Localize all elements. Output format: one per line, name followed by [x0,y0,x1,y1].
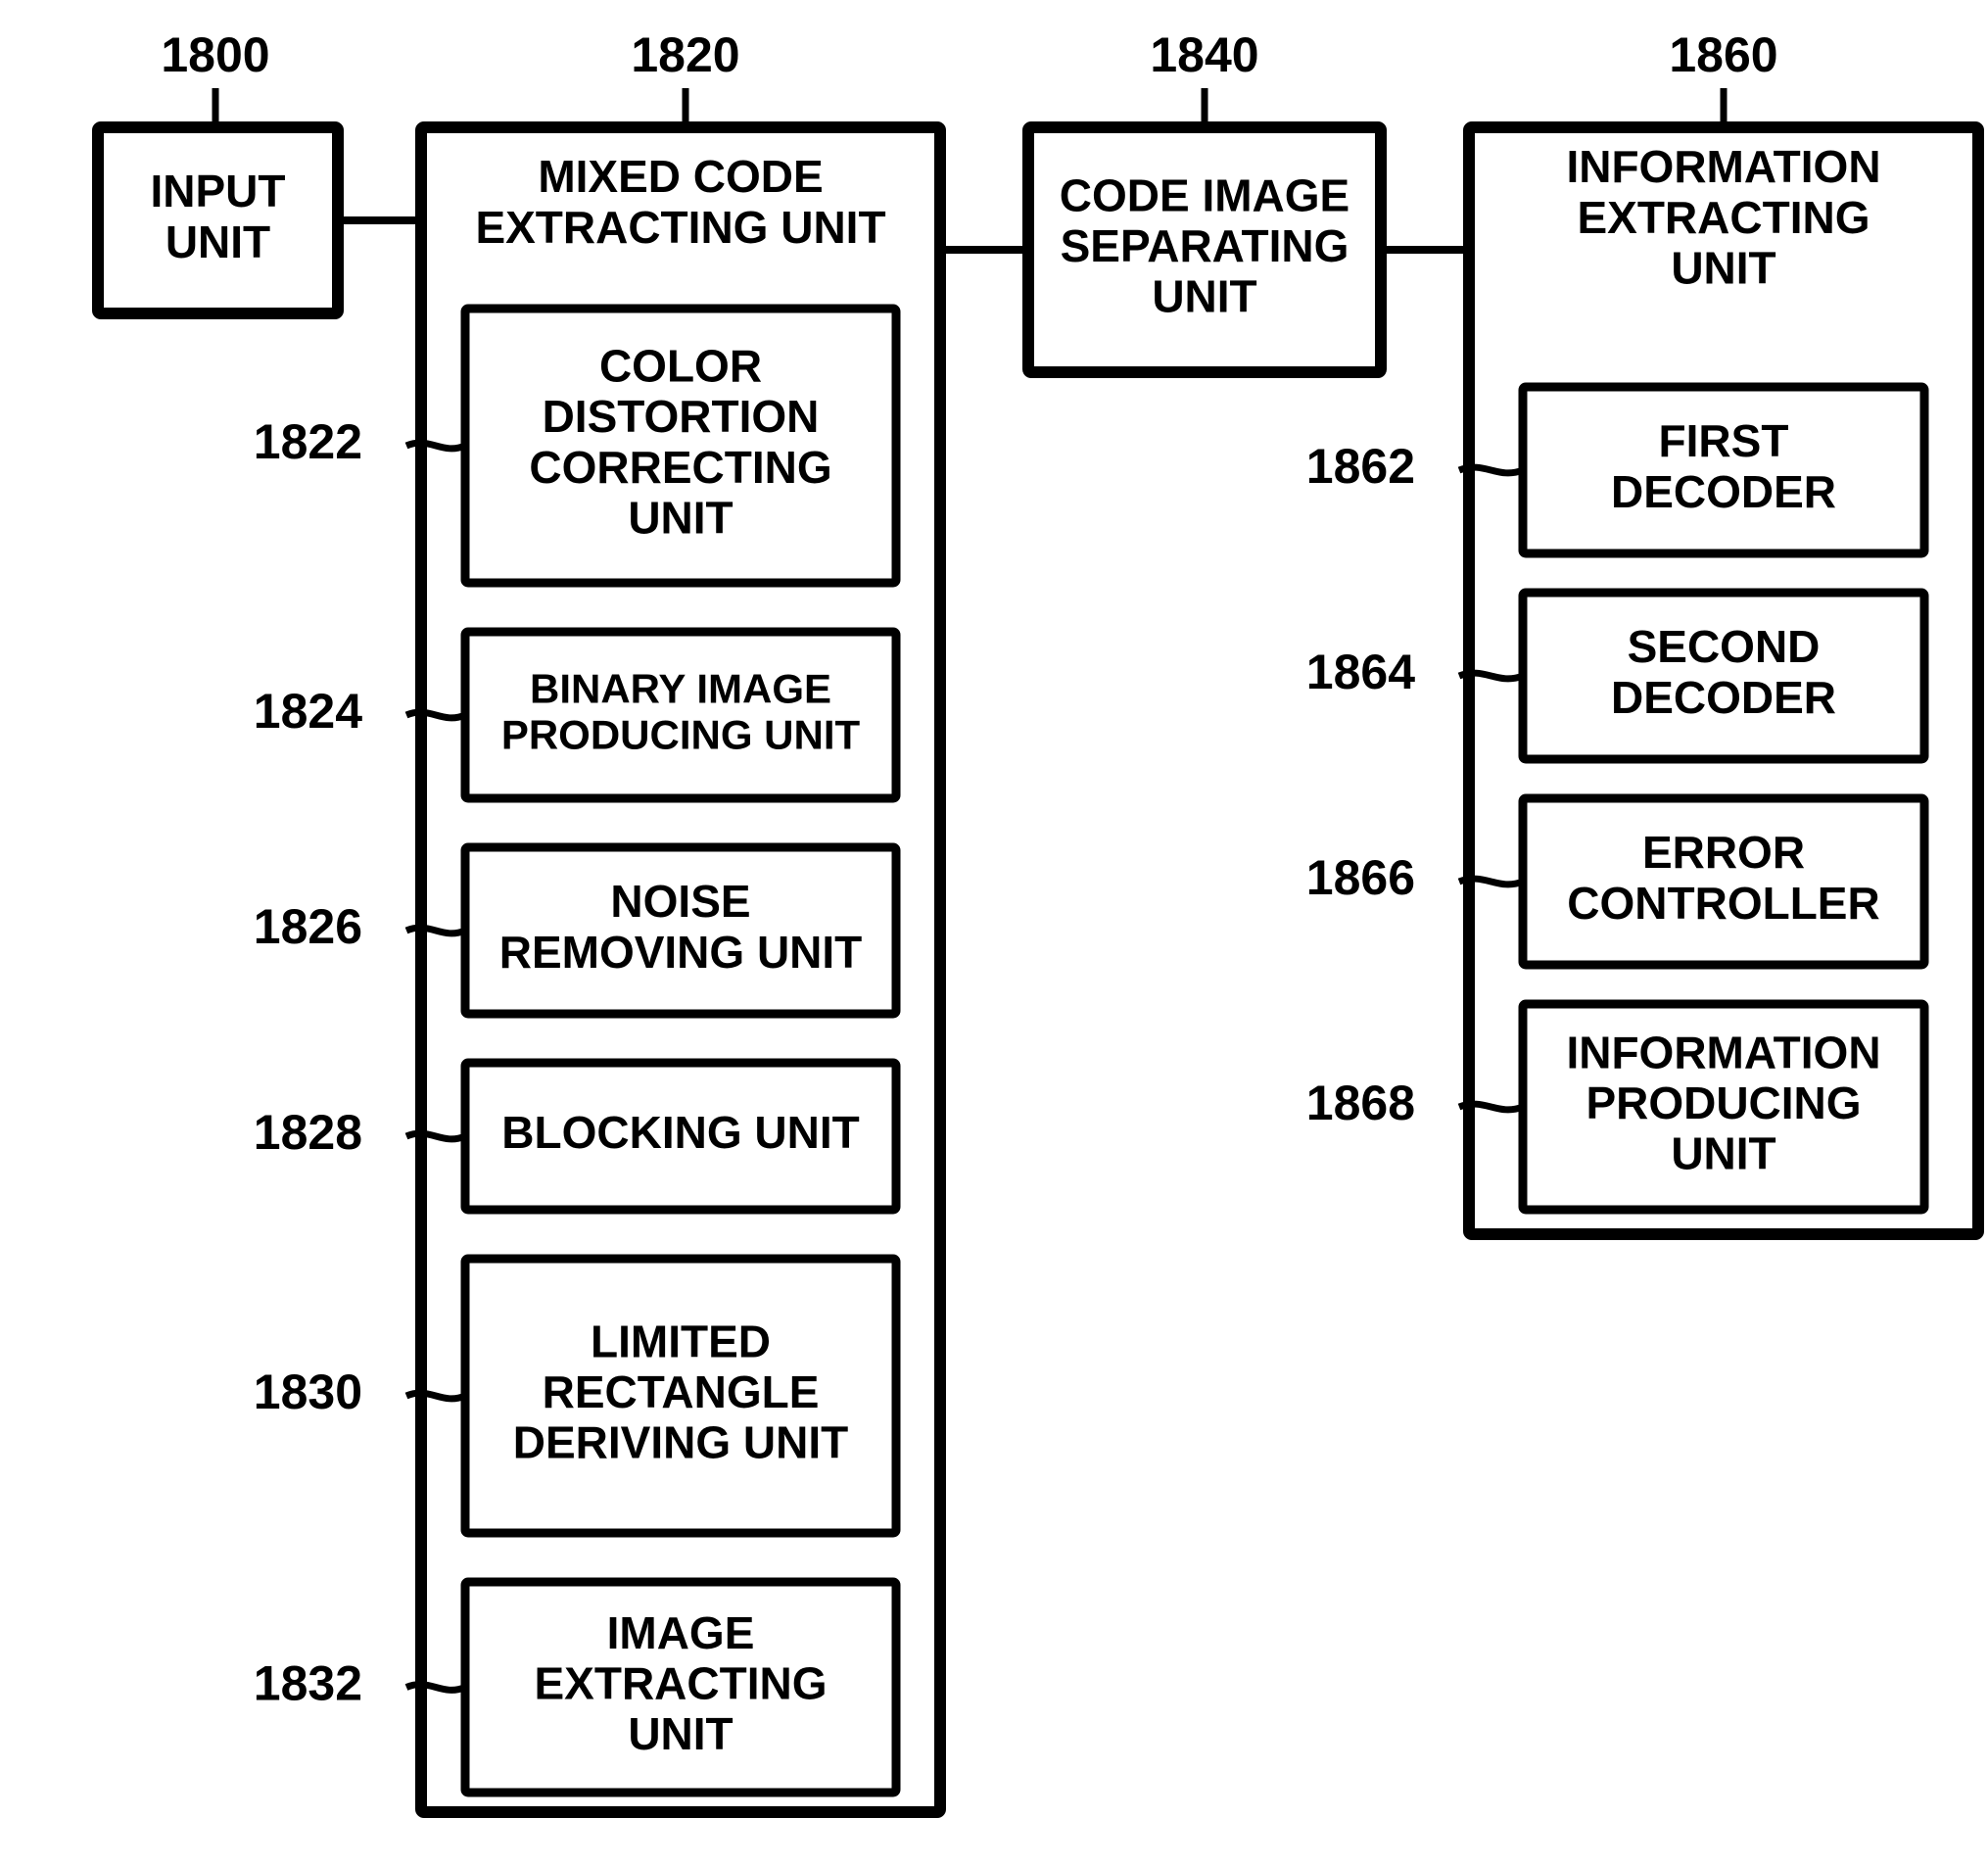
refnum-1860: 1860 [1669,27,1777,82]
refnum-1822: 1822 [254,414,362,469]
refnum-1840: 1840 [1150,27,1258,82]
refnum-1820: 1820 [631,27,739,82]
refnum-1826: 1826 [254,899,362,954]
refnum-1868: 1868 [1306,1076,1415,1130]
refnum-1864: 1864 [1306,645,1415,699]
mixed-sub-1824-label: BINARY IMAGEPRODUCING UNIT [501,666,861,758]
refnum-1832: 1832 [254,1656,362,1711]
block-diagram: 1800182018401860INPUTUNITMIXED CODEEXTRA… [0,0,1988,1866]
refnum-1800: 1800 [161,27,269,82]
refnum-1828: 1828 [254,1105,362,1160]
refnum-1862: 1862 [1306,439,1415,494]
refnum-1830: 1830 [254,1364,362,1419]
info-sub-1864-label: SECONDDECODER [1611,621,1836,723]
refnum-1824: 1824 [254,684,362,739]
input-unit-label: INPUTUNIT [151,166,286,267]
refnum-1866: 1866 [1306,850,1415,905]
mixed-sub-1828-label: BLOCKING UNIT [501,1107,859,1158]
